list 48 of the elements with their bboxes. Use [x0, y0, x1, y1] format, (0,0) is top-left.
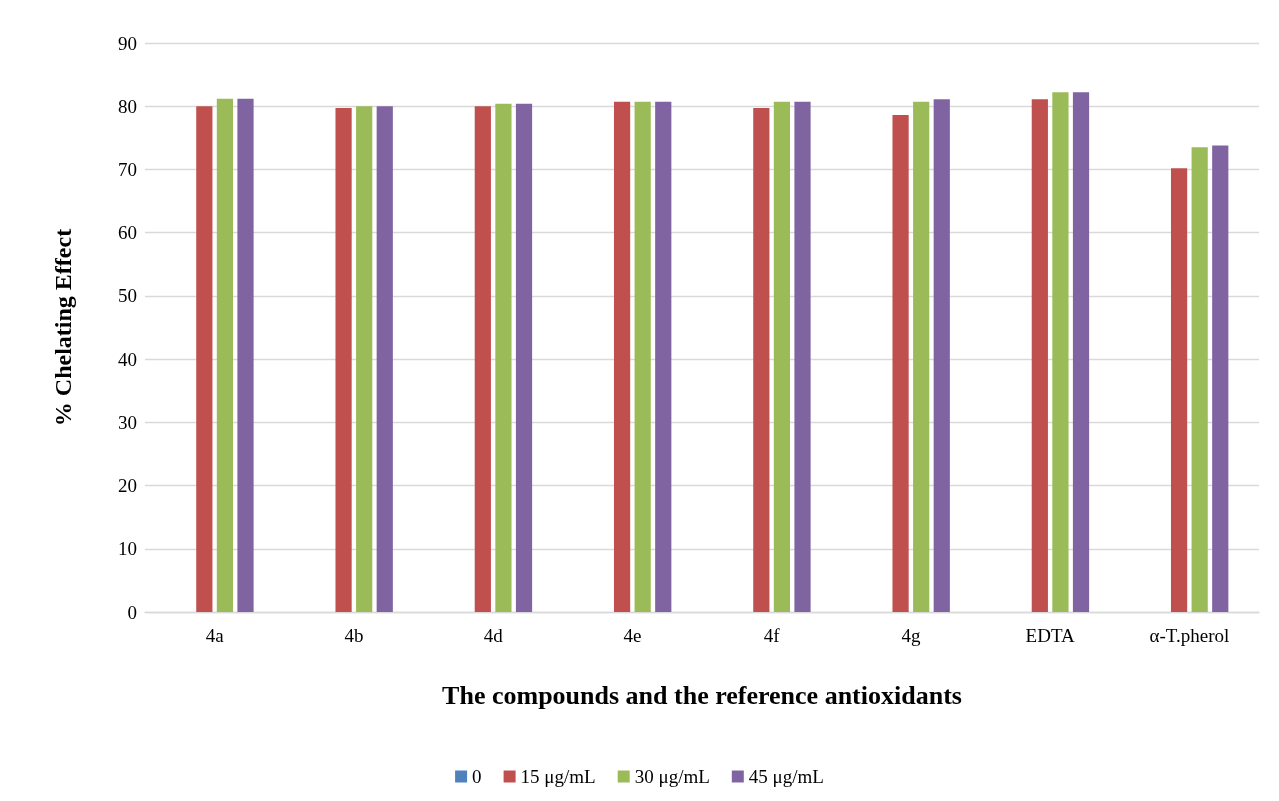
bar — [474, 106, 491, 612]
x-tick-label: 4g — [901, 625, 921, 646]
bar — [376, 106, 393, 612]
y-tick-label: 40 — [118, 348, 137, 370]
y-tick-label: 70 — [118, 158, 137, 180]
x-tick-label: 4f — [763, 625, 781, 646]
x-tick-label: 4b — [344, 625, 364, 646]
bar — [892, 115, 909, 612]
bar — [196, 106, 213, 612]
x-tick-label: 4a — [205, 625, 225, 646]
y-tick-label: 50 — [118, 285, 137, 307]
y-tick-label: 10 — [118, 538, 137, 560]
bar — [356, 106, 373, 612]
bar — [655, 101, 672, 612]
x-tick-label: 4d — [483, 625, 504, 646]
bar — [794, 101, 811, 612]
bar — [773, 101, 791, 612]
legend-label: 45 μg/mL — [748, 766, 824, 787]
x-tick-label: α-T.pherol — [1149, 625, 1230, 646]
bar — [1212, 145, 1229, 612]
bar — [1052, 92, 1069, 612]
legend-label: 30 μg/mL — [634, 766, 710, 787]
bar — [335, 108, 352, 612]
bar — [634, 101, 651, 612]
legend-label: 0 — [472, 766, 482, 787]
bar — [613, 101, 631, 612]
bar — [753, 108, 770, 612]
y-tick-label: 60 — [118, 222, 137, 244]
y-tick-label: 90 — [118, 32, 137, 54]
y-tick-label: 30 — [118, 411, 137, 433]
bar — [515, 103, 533, 612]
bar — [933, 99, 950, 612]
x-tick-label: 4e — [623, 625, 642, 646]
bar — [216, 98, 234, 612]
legend-label: 15 μg/mL — [520, 766, 596, 787]
y-tick-label: 0 — [127, 601, 137, 623]
bar — [1170, 168, 1188, 612]
bar — [1191, 147, 1208, 612]
bar — [237, 98, 254, 612]
bar — [495, 103, 512, 612]
y-tick-label: 80 — [118, 95, 137, 117]
x-axis-title: The compounds and the reference antioxidants — [442, 680, 962, 710]
bar — [1031, 99, 1048, 612]
y-tick-label: 20 — [118, 475, 137, 497]
bar — [913, 101, 930, 612]
y-axis-title: % Chelating Effect — [50, 228, 76, 427]
x-tick-label: EDTA — [1025, 625, 1075, 646]
bar — [1072, 92, 1090, 612]
